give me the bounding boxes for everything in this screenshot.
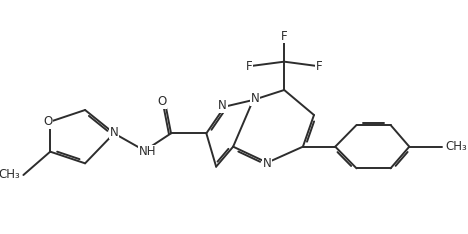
Text: F: F [315,59,322,73]
Text: CH₃: CH₃ [446,140,467,153]
Text: CH₃: CH₃ [0,168,21,180]
Text: F: F [281,29,287,43]
Text: N: N [218,99,227,112]
Text: NH: NH [139,145,156,158]
Text: F: F [246,59,252,73]
Text: N: N [263,157,271,170]
Text: N: N [251,92,260,106]
Text: O: O [157,95,167,108]
Text: O: O [44,115,53,128]
Text: N: N [110,126,118,139]
